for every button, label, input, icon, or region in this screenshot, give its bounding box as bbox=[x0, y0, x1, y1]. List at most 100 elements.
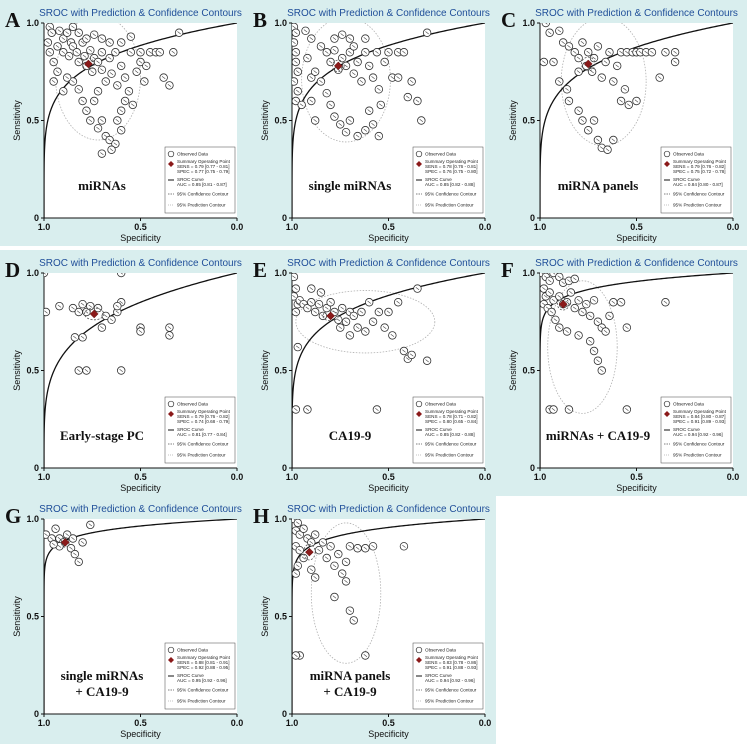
observed-point-mark bbox=[663, 50, 668, 54]
observed-point-mark bbox=[567, 44, 571, 48]
summary-operating-point bbox=[60, 538, 70, 547]
subset-label: CA19-9 bbox=[329, 428, 372, 443]
observed-data-point bbox=[361, 48, 370, 57]
observed-data-point bbox=[337, 303, 347, 313]
y-tick-label: 0 bbox=[282, 709, 287, 719]
observed-point-mark bbox=[572, 50, 577, 54]
observed-point-mark bbox=[547, 279, 552, 283]
observed-point-mark bbox=[386, 50, 391, 54]
observed-data-point bbox=[111, 48, 120, 57]
plot-contents bbox=[292, 519, 485, 714]
observed-point-mark bbox=[107, 56, 112, 60]
observed-point-mark bbox=[377, 134, 381, 138]
observed-data-point bbox=[307, 538, 316, 547]
observed-data-point bbox=[292, 651, 301, 660]
subset-label-line2: + CA19-9 bbox=[75, 684, 129, 699]
observed-data-point bbox=[292, 28, 301, 37]
observed-point-mark bbox=[324, 306, 329, 310]
observed-data-point bbox=[393, 298, 403, 307]
observed-point-mark bbox=[619, 50, 623, 54]
legend-sens: SENS = 0.78 [0.76 - 0.81] bbox=[425, 164, 477, 169]
observed-point-mark bbox=[48, 50, 52, 54]
observed-point-mark bbox=[588, 339, 592, 343]
observed-data-point bbox=[393, 73, 403, 82]
observed-point-mark bbox=[406, 357, 410, 361]
observed-point-mark bbox=[619, 300, 623, 304]
observed-point-mark bbox=[96, 306, 100, 310]
legend-summary-label: Summary Operating Point bbox=[673, 159, 727, 164]
observed-point-mark bbox=[96, 60, 100, 64]
observed-data-point bbox=[89, 96, 99, 106]
observed-point-mark bbox=[588, 314, 592, 318]
observed-data-point bbox=[564, 42, 574, 51]
observed-data-point bbox=[620, 85, 630, 94]
observed-point-mark bbox=[348, 609, 352, 613]
observed-point-mark bbox=[542, 287, 546, 291]
observed-data-point bbox=[601, 57, 610, 67]
x-tick-label: 1.0 bbox=[534, 472, 547, 482]
y-tick-label: 1.0 bbox=[26, 268, 39, 278]
observed-data-point bbox=[44, 273, 49, 278]
observed-point-mark bbox=[294, 60, 298, 64]
legend-summary-symbol bbox=[168, 657, 174, 663]
y-axis-label: Sensitivity bbox=[260, 350, 270, 391]
observed-data-point bbox=[97, 34, 107, 43]
panel-letter: A bbox=[5, 8, 21, 32]
observed-data-point bbox=[345, 48, 355, 57]
observed-point-mark bbox=[592, 298, 596, 302]
observed-data-point bbox=[609, 135, 618, 145]
panel-title: SROC with Prediction & Confidence Contou… bbox=[535, 258, 738, 269]
observed-point-mark bbox=[348, 544, 352, 548]
observed-data-point bbox=[341, 557, 351, 567]
legend-summary-label: Summary Operating Point bbox=[177, 409, 231, 414]
observed-data-point bbox=[86, 46, 95, 55]
observed-data-point bbox=[299, 524, 308, 533]
observed-data-point bbox=[101, 77, 110, 86]
observed-point-mark bbox=[296, 302, 300, 306]
observed-data-point bbox=[562, 85, 572, 94]
observed-point-mark bbox=[309, 287, 314, 291]
legend-curve-label: SROC Curve bbox=[425, 177, 452, 182]
legend: Observed Data Summary Operating PointSENS… bbox=[412, 642, 484, 710]
sroc-curve bbox=[44, 273, 237, 468]
legend-spec: SPEC = 0.91 [0.89 - 0.93] bbox=[673, 419, 725, 424]
observed-data-point bbox=[574, 296, 583, 305]
subset-label-line2: + CA19-9 bbox=[323, 684, 377, 699]
observed-point-mark bbox=[396, 50, 400, 54]
observed-data-point bbox=[86, 116, 95, 125]
legend-conf-label: 95% Confidence Contour bbox=[177, 688, 229, 693]
observed-data-point bbox=[334, 549, 343, 559]
observed-point-mark bbox=[296, 70, 300, 74]
observed-point-mark bbox=[130, 103, 135, 107]
observed-data-point bbox=[372, 48, 382, 57]
observed-point-mark bbox=[544, 294, 548, 298]
observed-data-point bbox=[349, 311, 358, 321]
observed-point-mark bbox=[332, 564, 337, 568]
observed-point-mark bbox=[80, 335, 85, 339]
observed-data-point bbox=[349, 69, 358, 78]
summary-operating-point bbox=[583, 59, 593, 69]
observed-point-mark bbox=[340, 306, 344, 310]
y-tick-label: 1.0 bbox=[274, 514, 287, 524]
observed-data-point bbox=[107, 145, 116, 154]
observed-data-point bbox=[116, 126, 126, 135]
observed-data-point bbox=[310, 307, 320, 317]
observed-point-mark bbox=[580, 41, 585, 44]
observed-data-point bbox=[59, 34, 68, 43]
observed-point-mark bbox=[134, 70, 139, 74]
observed-point-mark bbox=[545, 23, 548, 25]
observed-data-point bbox=[570, 303, 579, 313]
observed-point-mark bbox=[100, 119, 104, 122]
observed-point-mark bbox=[51, 542, 56, 546]
legend-pred-label: 95% Prediction Contour bbox=[177, 453, 226, 458]
panel-letter: C bbox=[501, 8, 516, 32]
observed-point-mark bbox=[409, 80, 414, 83]
observed-data-point bbox=[93, 87, 103, 96]
x-axis-label: Specificity bbox=[616, 233, 657, 243]
observed-data-point bbox=[159, 73, 168, 82]
observed-data-point bbox=[345, 331, 355, 340]
x-tick-label: 1.0 bbox=[38, 472, 51, 482]
panel-b: SROC with Prediction & Confidence Contou… bbox=[248, 0, 496, 246]
confidence-contour bbox=[332, 59, 345, 73]
observed-point-mark bbox=[390, 333, 395, 337]
